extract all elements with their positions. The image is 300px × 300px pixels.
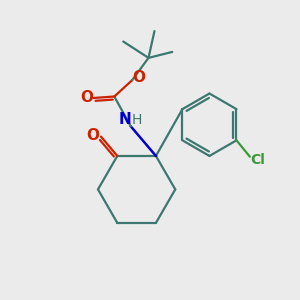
Text: H: H <box>131 113 142 127</box>
Text: N: N <box>119 112 132 127</box>
Text: O: O <box>80 91 94 106</box>
Text: O: O <box>132 70 145 85</box>
Text: O: O <box>86 128 99 142</box>
Text: Cl: Cl <box>251 153 266 167</box>
